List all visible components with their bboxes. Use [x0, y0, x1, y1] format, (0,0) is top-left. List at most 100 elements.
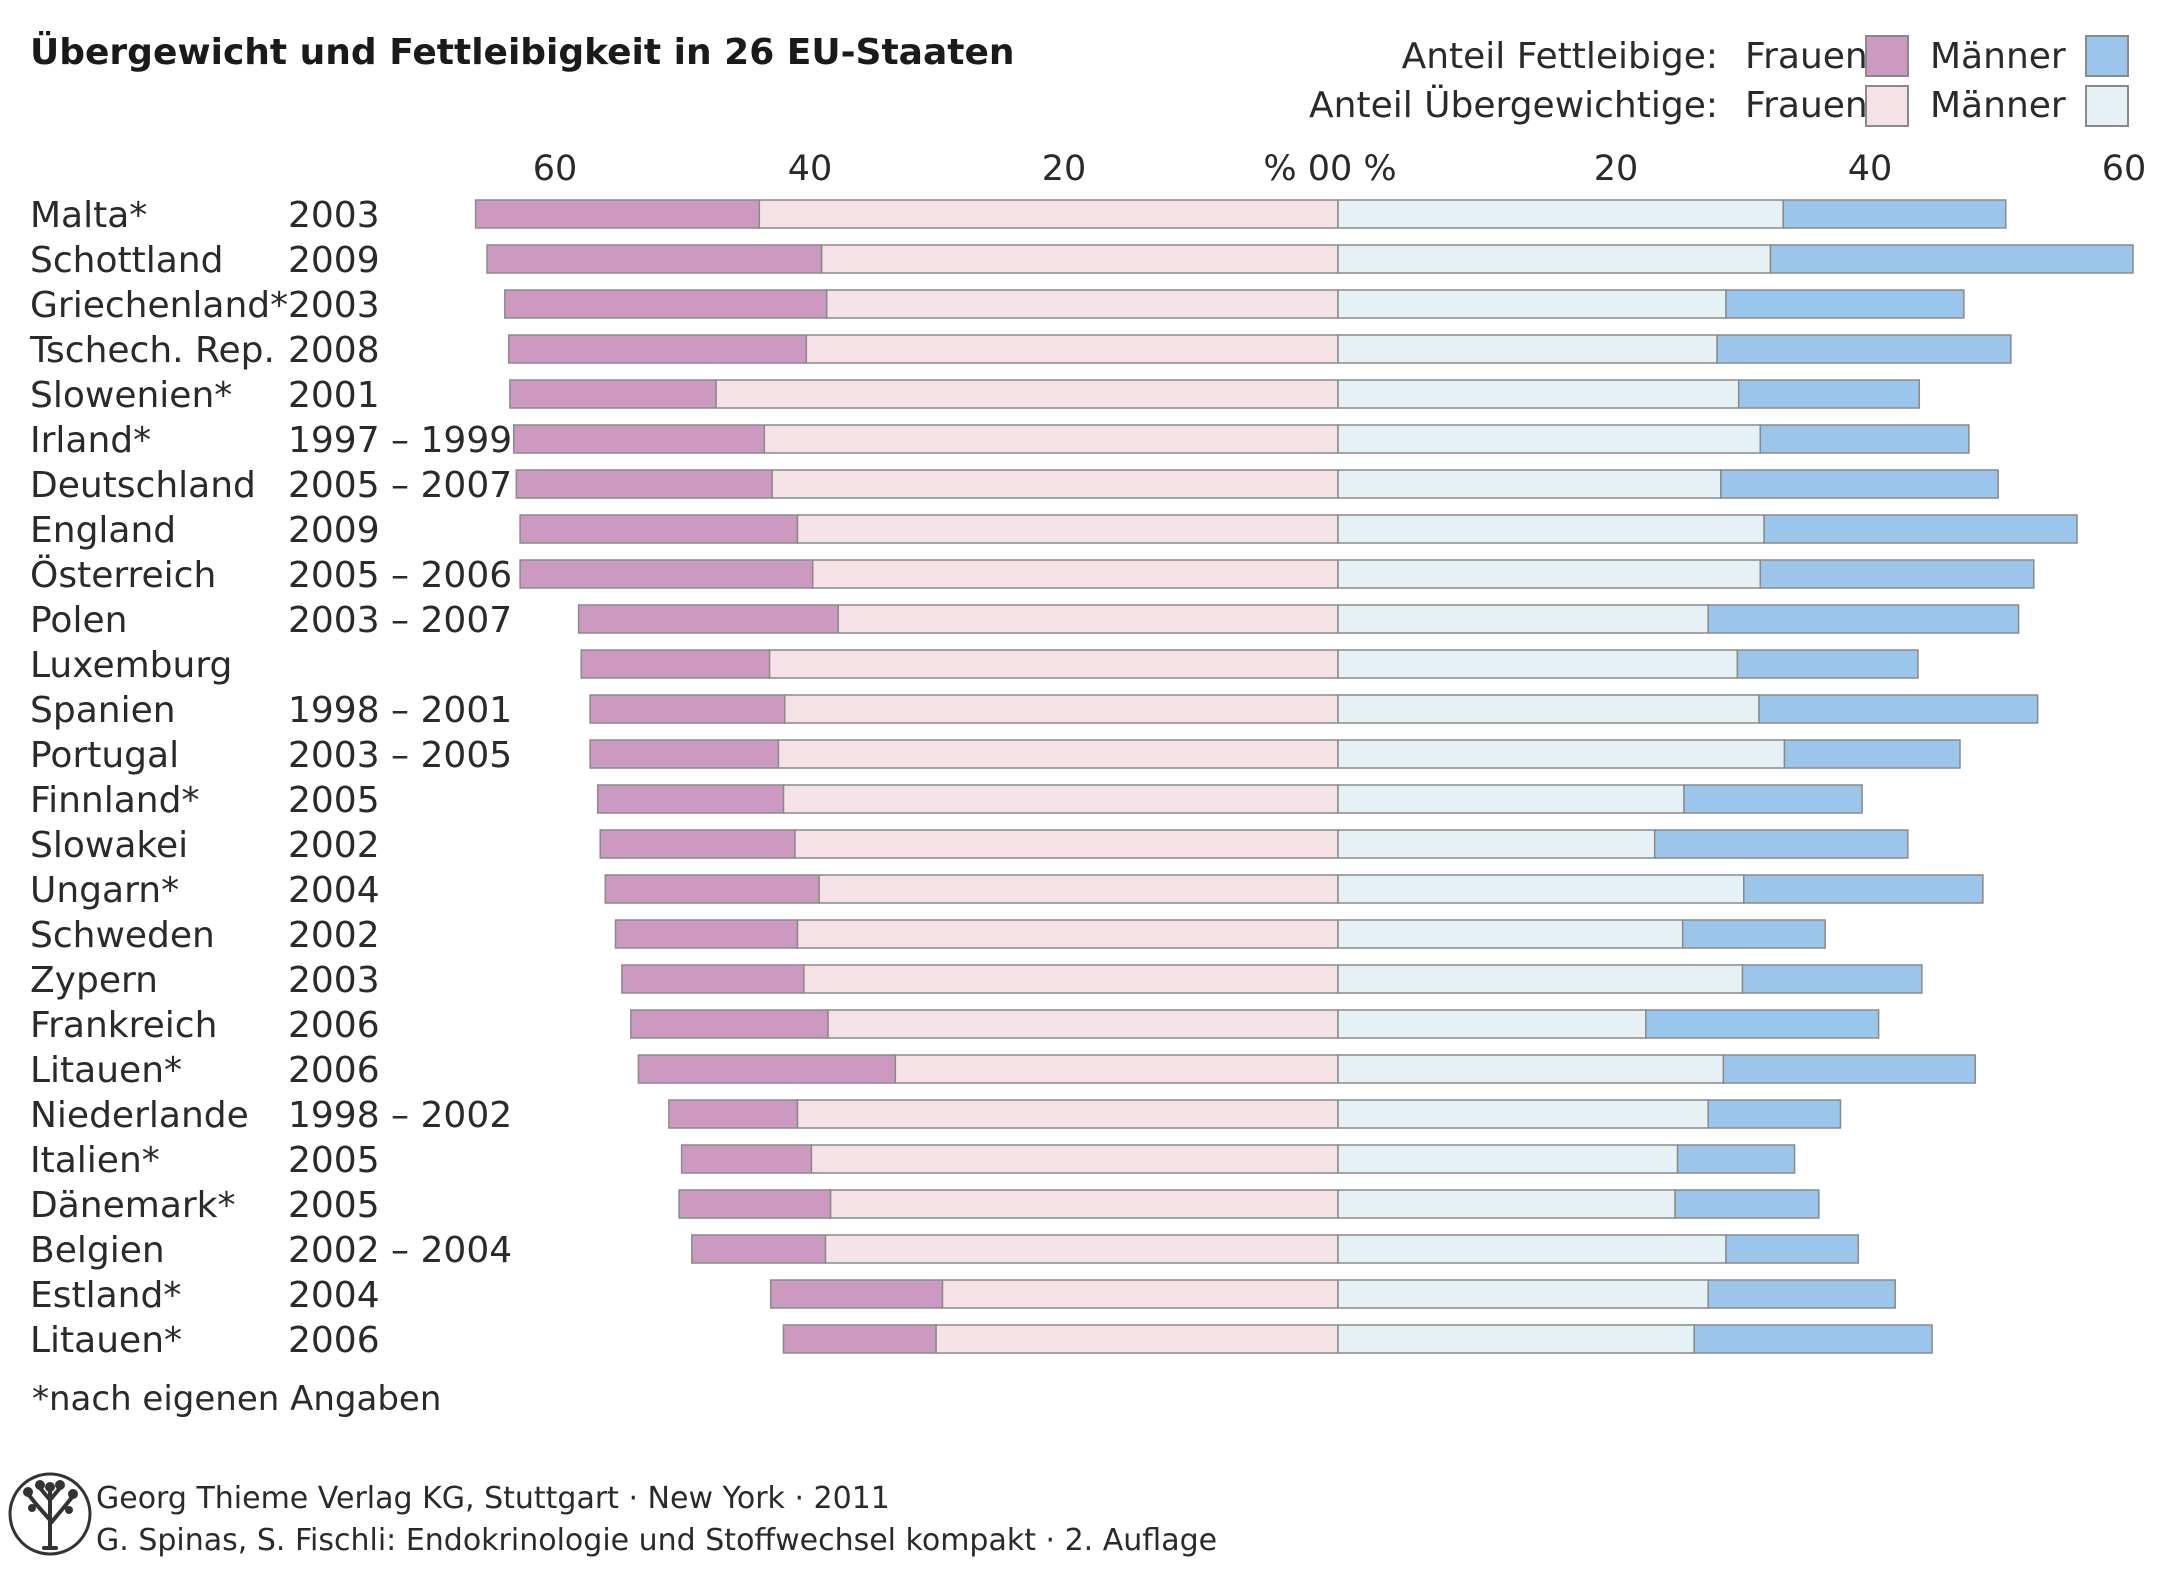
bar-men-overweight — [1337, 649, 1739, 679]
country-label: Dänemark* — [30, 1185, 236, 1226]
bar-row: Luxemburg — [30, 645, 1919, 686]
bar-row: Finnland* 2005 — [30, 780, 1863, 821]
bar-women-overweight — [837, 604, 1339, 634]
bar-men-overweight — [1337, 694, 1760, 724]
bar-women-overweight — [935, 1324, 1339, 1354]
bar-row: Malta* 2003 — [30, 195, 2007, 236]
bar-row: Niederlande 1998 – 2002 — [30, 1095, 1842, 1136]
bar-row: Belgien 2002 – 2004 — [30, 1230, 1860, 1271]
bar-row: Deutschland 2005 – 2007 — [30, 465, 1999, 506]
bar-women-overweight — [796, 514, 1339, 544]
legend-obese-label: Anteil Fettleibige: — [1402, 36, 1718, 77]
bar-men-overweight — [1337, 604, 1709, 634]
bar-row: Österreich 2005 – 2006 — [30, 554, 2035, 596]
bar-men-obese — [1758, 694, 2039, 724]
year-label: 2006 — [288, 1005, 380, 1046]
bar-women-obese — [577, 604, 839, 634]
bar-women-obese — [769, 1279, 944, 1309]
bar-men-overweight — [1337, 289, 1727, 319]
bar-row: Slowenien* 2001 — [30, 375, 1921, 416]
legend-swatch-women-overweight — [1865, 85, 1909, 127]
country-label: Österreich — [30, 554, 216, 596]
year-label: 2008 — [288, 330, 380, 371]
bar-women-obese — [486, 244, 823, 274]
year-label: 2002 – 2004 — [288, 1230, 512, 1271]
bar-men-obese — [1769, 244, 2134, 274]
country-label: Frankreich — [30, 1005, 217, 1046]
bar-men-obese — [1683, 784, 1863, 814]
bar-row: Schottland 2009 — [30, 240, 2134, 281]
bar-women-obese — [637, 1054, 897, 1084]
bar-women-obese — [509, 379, 717, 409]
legend-overweight-women-label: Frauen — [1745, 85, 1868, 126]
country-label: Litauen* — [30, 1050, 182, 1091]
country-label: Schweden — [30, 915, 215, 956]
country-label: Finnland* — [30, 780, 199, 821]
year-label: 2003 — [288, 195, 380, 236]
bar-women-overweight — [758, 199, 1339, 229]
bar-women-overweight — [777, 739, 1339, 769]
x-axis: 60 40 20 % 0 0 % 20 40 60 — [533, 149, 2147, 189]
bar-men-overweight — [1337, 334, 1718, 364]
tick-left-60: 60 — [533, 149, 578, 189]
bar-men-overweight — [1337, 514, 1765, 544]
footnote: *nach eigenen Angaben — [32, 1379, 441, 1419]
bar-women-overweight — [894, 1054, 1339, 1084]
year-label: 2001 — [288, 375, 380, 416]
country-label: Polen — [30, 600, 127, 641]
country-label: Tschech. Rep. — [29, 330, 275, 371]
bar-women-overweight — [818, 874, 1339, 904]
bar-men-obese — [1763, 514, 2078, 544]
country-label: Irland* — [30, 420, 151, 461]
country-label: Slowakei — [30, 825, 188, 866]
year-label: 2004 — [288, 1275, 380, 1316]
bar-men-overweight — [1337, 424, 1762, 454]
legend-overweight-men-label: Männer — [1930, 85, 2066, 126]
bar-women-overweight — [820, 244, 1339, 274]
year-label: 2006 — [288, 1320, 380, 1361]
bar-men-overweight — [1337, 1324, 1695, 1354]
year-label: 2004 — [288, 870, 380, 911]
bar-men-obese — [1720, 469, 1999, 499]
credit-book: G. Spinas, S. Fischli: Endokrinologie un… — [96, 1523, 1217, 1558]
bar-men-obese — [1645, 1009, 1880, 1039]
bar-men-overweight — [1337, 1189, 1676, 1219]
bar-women-overweight — [941, 1279, 1339, 1309]
bar-row: Ungarn* 2004 — [30, 870, 1984, 911]
bar-men-obese — [1725, 289, 1965, 319]
tick-left-20: 20 — [1042, 149, 1087, 189]
year-label: 1998 – 2002 — [288, 1095, 512, 1136]
bar-row: Dänemark* 2005 — [30, 1185, 1820, 1226]
bar-men-overweight — [1337, 1279, 1709, 1309]
bar-women-obese — [782, 1324, 937, 1354]
bar-row: England 2009 — [30, 510, 2078, 551]
bar-women-obese — [596, 784, 785, 814]
country-label: England — [30, 510, 176, 551]
bar-women-obese — [589, 694, 786, 724]
bar-men-overweight — [1337, 874, 1745, 904]
bar-women-obese — [668, 1099, 799, 1129]
bar-men-overweight — [1337, 964, 1744, 994]
year-label: 2005 – 2006 — [288, 555, 512, 596]
bar-men-obese — [1707, 1099, 1842, 1129]
country-label: Ungarn* — [30, 870, 179, 911]
country-label: Belgien — [30, 1230, 165, 1271]
bar-men-obese — [1681, 919, 1826, 949]
bar-row: Portugal 2003 – 2005 — [30, 735, 1961, 776]
bar-men-obese — [1676, 1144, 1796, 1174]
legend-overweight-label: Anteil Übergewichtige: — [1309, 84, 1718, 126]
country-label: Zypern — [30, 960, 158, 1001]
bar-women-obese — [580, 649, 771, 679]
bar-men-obese — [1716, 334, 2012, 364]
country-label: Litauen* — [30, 1320, 182, 1361]
tick-right-zero: 0 % — [1330, 149, 1397, 189]
bar-women-obese — [512, 424, 766, 454]
country-label: Estland* — [30, 1275, 181, 1316]
bar-men-overweight — [1337, 784, 1685, 814]
tree-logo-icon — [8, 1472, 92, 1556]
bar-women-overweight — [805, 334, 1339, 364]
tick-right-60: 60 — [2102, 149, 2147, 189]
bar-women-overweight — [825, 289, 1339, 319]
legend-swatch-men-obese — [2085, 35, 2129, 77]
bar-row: Zypern 2003 — [30, 960, 1923, 1001]
